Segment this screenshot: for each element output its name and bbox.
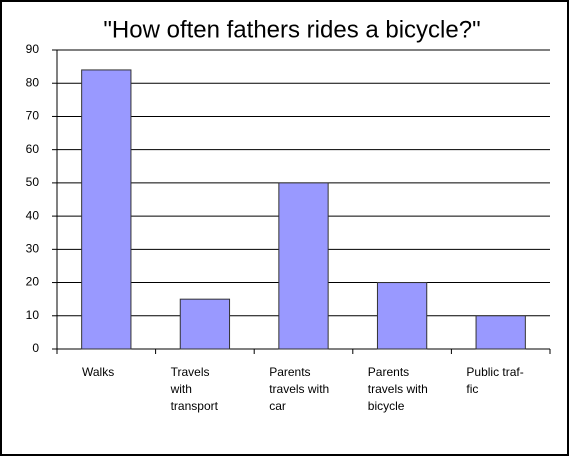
x-tick-label: Parents travels with car <box>269 365 330 413</box>
bar <box>179 298 231 350</box>
bar <box>278 182 329 350</box>
y-tick-label: 90 <box>26 42 40 56</box>
x-tick-label: Travels with transport <box>170 365 218 413</box>
bar <box>475 315 526 350</box>
chart-title: "How often fathers rides a bicycle?" <box>103 16 480 43</box>
bar <box>81 69 132 350</box>
y-tick-label: 80 <box>26 75 40 89</box>
y-tick-label: 60 <box>26 142 40 156</box>
bar <box>376 282 428 350</box>
x-tick-label: Walks <box>82 365 115 379</box>
y-tick-label: 30 <box>26 242 40 256</box>
x-tick-label: Parents travels with bicycle <box>367 365 428 413</box>
y-tick-label: 40 <box>26 208 40 222</box>
y-tick-label: 20 <box>26 275 40 289</box>
y-tick-label: 10 <box>26 308 40 322</box>
y-tick-label: 0 <box>32 341 39 355</box>
y-tick-label: 70 <box>26 109 40 123</box>
x-tick-label: Public traf- fic <box>466 365 524 396</box>
y-tick-label: 50 <box>26 175 40 189</box>
